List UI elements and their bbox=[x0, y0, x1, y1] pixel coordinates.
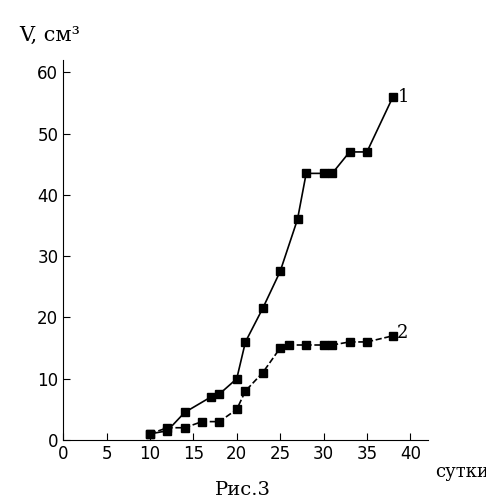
Text: сутки: сутки bbox=[435, 463, 486, 481]
Text: Рис.3: Рис.3 bbox=[215, 481, 271, 499]
Text: 1: 1 bbox=[397, 88, 409, 106]
Text: 2: 2 bbox=[397, 324, 409, 342]
Text: V, см³: V, см³ bbox=[19, 26, 80, 45]
